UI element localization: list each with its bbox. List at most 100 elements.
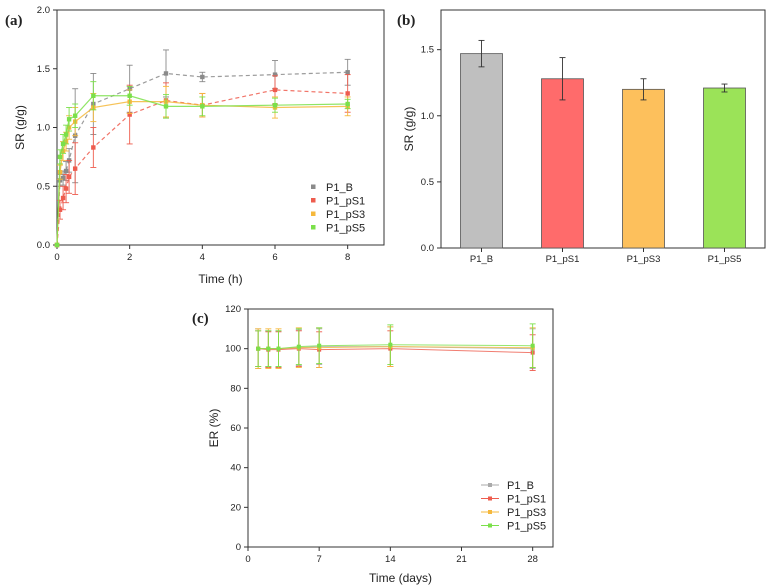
panel-a-legend-label: P1_pS5 bbox=[326, 223, 365, 235]
panel-a-legend-label: P1_pS1 bbox=[326, 196, 365, 208]
panel-a-data-point-P1_pS1 bbox=[63, 186, 69, 191]
panel-a-x-axis-label: Time (h) bbox=[198, 272, 242, 286]
panel-a-data-point-P1_pS1 bbox=[60, 195, 66, 201]
panel-c-y-tick-label: 40 bbox=[230, 463, 241, 474]
panel-c-y-tick-label: 120 bbox=[225, 304, 241, 315]
panel-c-legend-marker-P1_pS5 bbox=[488, 523, 492, 528]
panel-a-label: (a) bbox=[5, 13, 23, 29]
panel-c-data-point-P1_pS5 bbox=[296, 344, 301, 349]
panel-b-bar-P1_pS5 bbox=[703, 87, 746, 249]
panel-c-data-point-P1_pS5 bbox=[317, 343, 322, 348]
panel-b-x-tick-label: P1_B bbox=[470, 254, 493, 265]
panel-c-y-axis-label: ER (%) bbox=[207, 409, 221, 448]
panel-c-data-point-P1_pS5 bbox=[276, 346, 281, 351]
panel-b-plot-area: 0.0 0.5 1.0 1.5 P1_B P1_pS1 P1_pS3 P1_pS5 bbox=[421, 9, 766, 265]
panel-a-data-point-P1_pS5 bbox=[272, 102, 278, 108]
panel-c-legend-label: P1_pS1 bbox=[507, 494, 546, 506]
panel-a-data-point-P1_pS5 bbox=[60, 141, 66, 147]
panel-a-series-line-P1_pS5 bbox=[56, 95, 348, 246]
panel-a-data-point-P1_pS1 bbox=[91, 145, 96, 150]
panel-c-legend-label: P1_B bbox=[507, 480, 534, 492]
panel-a-y-tick-label: 2.0 bbox=[37, 5, 50, 16]
panel-a-x-tick-label: 2 bbox=[127, 252, 132, 263]
panel-a-data-point-P1_pS5 bbox=[345, 101, 350, 107]
panel-b-y-tick-label: 1.5 bbox=[421, 45, 434, 56]
panel-b-x-tick-label: P1_pS3 bbox=[627, 254, 661, 265]
panel-b-x-tick-label: P1_pS1 bbox=[546, 254, 580, 265]
panel-c-data-point-P1_pS5 bbox=[266, 346, 271, 351]
panel-b-bar-P1_B bbox=[460, 53, 503, 249]
panel-a-data-point-P1_pS5 bbox=[91, 93, 96, 98]
panel-a-data-point-P1_pS5 bbox=[200, 104, 205, 109]
panel-b-x-tick-label: P1_pS5 bbox=[708, 254, 742, 265]
panel-b-y-tick-label: 0.0 bbox=[421, 243, 434, 254]
panel-b-y-axis-label: SR (g/g) bbox=[402, 107, 416, 152]
panel-c-y-tick-label: 0 bbox=[236, 542, 241, 553]
panel-c-y-tick-label: 100 bbox=[225, 344, 241, 355]
panel-a-y-tick-label: 0.5 bbox=[37, 181, 50, 192]
panel-c-y-tick-label: 60 bbox=[230, 423, 241, 434]
panel-a-data-point-P1_pS5 bbox=[72, 113, 78, 118]
panel-a-legend-marker-P1_B bbox=[311, 184, 316, 189]
panel-c-legend-label: P1_pS5 bbox=[507, 521, 546, 533]
panel-b: (b) 0.0 0.5 1.0 1.5 P1_B P1_pS1 P1_pS3 P1_pS5 S… bbox=[397, 9, 766, 265]
panel-a-data-point-P1_B bbox=[345, 70, 350, 75]
panel-a-x-tick-label: 8 bbox=[345, 252, 350, 263]
panel-c-x-axis-label: Time (days) bbox=[369, 571, 432, 585]
panel-a-y-tick-label: 0.0 bbox=[37, 240, 50, 251]
panel-b-frame bbox=[440, 9, 766, 249]
panel-c-data-point-P1_pS5 bbox=[256, 346, 261, 351]
panel-a-data-point-P1_pS5 bbox=[127, 93, 132, 98]
panel-a-data-point-P1_pS1 bbox=[272, 87, 278, 93]
panel-a-data-point-P1_B bbox=[63, 168, 69, 174]
panel-a-y-tick-label: 1.0 bbox=[37, 123, 50, 134]
panel-a-data-point-P1_pS1 bbox=[66, 174, 72, 180]
panel-c-legend-marker-P1_B bbox=[488, 483, 492, 487]
panel-c-x-tick-label: 28 bbox=[527, 554, 538, 565]
panel-a-legend-marker-P1_pS3 bbox=[311, 211, 316, 216]
panel-a-data-point-P1_B bbox=[163, 71, 169, 76]
panel-c-label: (c) bbox=[192, 311, 209, 327]
panel-a-y-axis-label: SR (g/g) bbox=[13, 105, 27, 150]
panel-c-x-tick-label: 14 bbox=[385, 554, 396, 565]
panel-a-legend-label: P1_B bbox=[326, 182, 353, 194]
panel-a-data-point-P1_pS5 bbox=[57, 154, 63, 160]
panel-c-x-tick-label: 7 bbox=[317, 554, 322, 565]
panel-a-data-point-P1_pS1 bbox=[57, 207, 63, 212]
panel-a-data-point-P1_pS5 bbox=[163, 104, 169, 109]
panel-b-y-tick-label: 0.5 bbox=[421, 177, 434, 188]
panel-a-series-line-P1_pS3 bbox=[56, 101, 348, 246]
panel-c-y-tick-label: 20 bbox=[230, 502, 241, 513]
panel-a-data-point-P1_pS5 bbox=[63, 132, 69, 137]
panel-c-y-tick-label: 80 bbox=[230, 383, 241, 394]
panel-a-x-tick-label: 0 bbox=[54, 252, 59, 263]
panel-b-label: (b) bbox=[397, 13, 415, 29]
panel-a-data-point-P1_pS1 bbox=[72, 166, 78, 171]
panel-b-bar-P1_pS1 bbox=[541, 78, 584, 249]
panel-b-y-tick-label: 1.0 bbox=[421, 111, 434, 122]
panel-a: (a) 0 2 4 6 8 0.0 0.5 1.0 1.5 2.0 P1_B P1_pS1P1_pS3… bbox=[5, 5, 385, 286]
panel-c-legend-marker-P1_pS1 bbox=[488, 496, 492, 501]
panel-a-y-tick-label: 1.5 bbox=[37, 64, 50, 75]
panel-a-data-point-P1_B bbox=[60, 175, 66, 181]
panel-c-legend-marker-P1_pS3 bbox=[488, 510, 492, 514]
panel-a-data-point-P1_B bbox=[272, 72, 278, 77]
panel-a-data-point-P1_pS5 bbox=[54, 242, 60, 248]
panel-a-legend-label: P1_pS3 bbox=[326, 209, 365, 221]
panel-c-x-tick-label: 0 bbox=[245, 554, 250, 565]
panel-a-series-line-P1_B bbox=[56, 71, 348, 246]
panel-a-data-point-P1_pS1 bbox=[127, 112, 132, 117]
panel-a-x-tick-label: 4 bbox=[200, 252, 205, 263]
panel-b-bar-P1_pS3 bbox=[622, 88, 665, 249]
panel-c-data-point-P1_pS5 bbox=[388, 342, 393, 347]
panel-c: (c) 0 7 14 21 28020406080100120P1_BP1_pS1P1_… bbox=[192, 304, 554, 585]
panel-a-data-point-P1_pS1 bbox=[345, 91, 350, 96]
panel-a-data-point-P1_B bbox=[200, 74, 205, 80]
panel-a-legend-marker-P1_pS1 bbox=[311, 198, 316, 203]
panel-c-x-tick-label: 21 bbox=[456, 554, 467, 565]
panel-c-legend-label: P1_pS3 bbox=[507, 507, 546, 519]
panel-a-x-tick-label: 6 bbox=[272, 252, 277, 263]
